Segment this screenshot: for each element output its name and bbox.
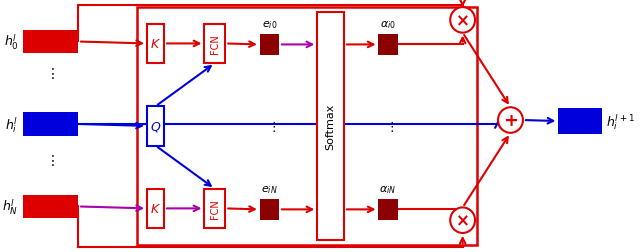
Circle shape [450,8,475,34]
Bar [558,109,602,134]
Circle shape [498,108,523,133]
Bar [138,8,477,245]
Bar [204,25,225,64]
Bar [378,35,397,56]
Bar [147,25,164,64]
Text: ×: × [456,211,470,229]
Text: $\alpha_{i0}$: $\alpha_{i0}$ [380,19,396,30]
Text: $h_i^l$: $h_i^l$ [5,115,19,134]
Text: $K$: $K$ [150,38,161,51]
Bar [22,30,78,54]
Text: FCN: FCN [210,199,220,218]
Text: $e_{i0}$: $e_{i0}$ [262,19,277,30]
Bar [260,199,279,220]
Text: $\vdots$: $\vdots$ [45,152,55,167]
Bar [22,195,78,218]
Text: $h_i^{l+1}$: $h_i^{l+1}$ [606,112,635,131]
Bar [147,107,164,146]
Circle shape [450,208,475,233]
Text: $Q$: $Q$ [150,119,161,133]
Text: $e_{iN}$: $e_{iN}$ [261,183,278,195]
Text: $K$: $K$ [150,202,161,215]
Bar [378,199,397,220]
Text: $h_N^l$: $h_N^l$ [3,197,19,216]
Text: +: + [503,112,518,130]
Bar [317,13,344,240]
Text: $\vdots$: $\vdots$ [267,119,276,133]
Text: $\vdots$: $\vdots$ [385,119,394,133]
Text: $\alpha_{iN}$: $\alpha_{iN}$ [380,183,397,195]
Text: $h_0^l$: $h_0^l$ [4,33,19,52]
Bar [204,189,225,228]
Text: ×: × [456,12,470,30]
Bar [147,189,164,228]
Text: FCN: FCN [210,35,220,54]
Text: $\vdots$: $\vdots$ [45,66,55,81]
Text: Softmax: Softmax [326,103,335,149]
Bar [22,113,78,136]
Bar [260,35,279,56]
